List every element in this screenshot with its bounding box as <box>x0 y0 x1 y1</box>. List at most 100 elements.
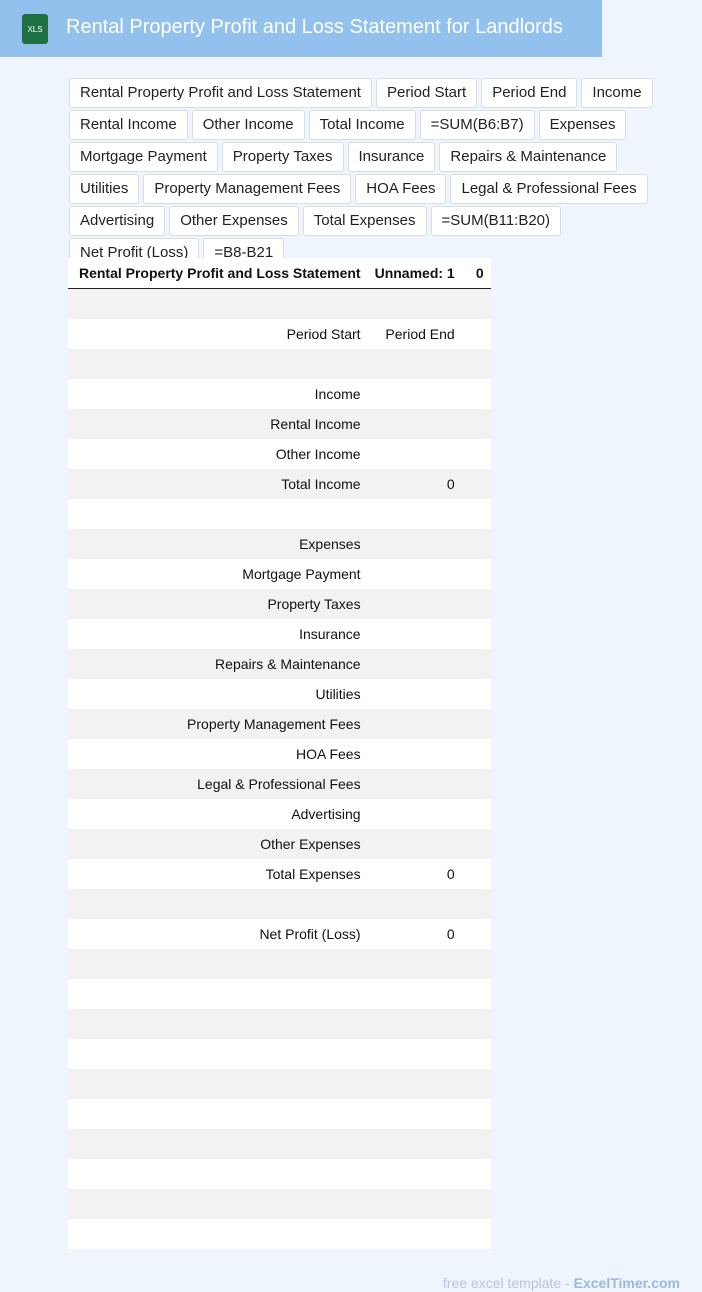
tag-chip[interactable]: Rental Income <box>69 110 188 140</box>
tag-chip[interactable]: Repairs & Maintenance <box>439 142 618 172</box>
tag-chip[interactable]: Total Income <box>308 110 416 140</box>
table-cell <box>461 649 491 679</box>
header-row: Rental Property Profit and Loss Statemen… <box>68 258 491 289</box>
table-row: 3Income <box>68 379 491 409</box>
table-cell <box>368 499 462 529</box>
table-cell: Other Expenses <box>68 829 368 859</box>
table-cell <box>461 709 491 739</box>
table-cell <box>461 349 491 379</box>
table-cell: Advertising <box>291 806 361 822</box>
table-cell <box>462 1159 491 1189</box>
table-cell: Mortgage Payment <box>242 566 361 582</box>
table-cell: Legal & Professional Fees <box>68 769 368 799</box>
tag-chip[interactable]: Other Income <box>191 110 305 140</box>
table-row: 10Property Taxes <box>68 589 491 619</box>
tag-chip[interactable]: Income <box>581 78 653 108</box>
table-cell <box>461 829 491 859</box>
table-row: 13Utilities <box>68 679 491 709</box>
table-cell <box>367 1189 462 1219</box>
table-cell: Insurance <box>299 626 361 642</box>
table-cell <box>462 319 491 349</box>
tag-chip[interactable]: Rental Property Profit and Loss Statemen… <box>69 78 372 108</box>
tag-chip[interactable]: Insurance <box>347 142 436 172</box>
tag-chip[interactable]: Utilities <box>69 174 140 204</box>
table-cell <box>68 1039 368 1069</box>
tag-chip[interactable]: Property Management Fees <box>143 174 352 204</box>
table-row: 22 <box>68 949 491 979</box>
table-cell <box>461 529 491 559</box>
table-cell: Total Expenses <box>265 866 361 882</box>
tag-chip[interactable]: =SUM(B11:B20) <box>430 206 562 236</box>
table-cell <box>68 1219 368 1249</box>
table-cell <box>368 1159 462 1189</box>
table-cell <box>462 1039 491 1069</box>
tag-chip[interactable]: Total Expenses <box>302 206 427 236</box>
tag-chip[interactable]: HOA Fees <box>355 174 447 204</box>
table-cell <box>68 1099 368 1129</box>
tag-chip[interactable]: Property Taxes <box>221 142 344 172</box>
table-cell <box>461 288 491 319</box>
tag-list: Rental Property Profit and Loss Statemen… <box>69 78 689 268</box>
table-row: 29 <box>68 1159 491 1189</box>
table-cell: Other Income <box>275 446 361 462</box>
table-cell <box>462 679 491 709</box>
table-cell <box>368 979 462 1009</box>
tag-chip[interactable]: Expenses <box>538 110 627 140</box>
table-cell <box>462 1099 491 1129</box>
table-cell <box>462 979 491 1009</box>
footer-link[interactable]: ExcelTimer.com <box>573 1275 680 1291</box>
table-cell: Expenses <box>68 529 368 559</box>
table-row: 5Other Income <box>68 439 491 469</box>
table-cell <box>68 288 368 319</box>
tag-chip[interactable]: Period Start <box>375 78 478 108</box>
table-cell <box>462 739 491 769</box>
tag-chip[interactable]: Other Expenses <box>169 206 299 236</box>
table-cell: Repairs & Maintenance <box>68 649 368 679</box>
table-cell <box>461 1009 491 1039</box>
table-cell <box>68 1189 368 1219</box>
table-cell <box>462 619 491 649</box>
table-row: 12Repairs & Maintenance <box>68 649 491 679</box>
column-header: 0 <box>461 258 491 289</box>
table-cell <box>462 919 491 949</box>
tag-chip[interactable]: Mortgage Payment <box>69 142 218 172</box>
tag-chip[interactable]: =SUM(B6:B7) <box>419 110 535 140</box>
file-icon: XLS <box>22 14 48 44</box>
table-row: 7 <box>68 499 491 529</box>
table-cell: 0 <box>446 866 455 882</box>
table-cell <box>461 889 491 919</box>
table-cell <box>367 529 462 559</box>
table-cell <box>368 1039 462 1069</box>
table-cell <box>68 1159 368 1189</box>
table-cell <box>68 349 368 379</box>
header-bar: XLS Rental Property Profit and Loss Stat… <box>0 0 602 57</box>
table-cell <box>68 1009 368 1039</box>
table-row: 8Expenses <box>68 529 491 559</box>
table-cell <box>68 949 368 979</box>
tag-chip[interactable]: Advertising <box>69 206 166 236</box>
table-cell <box>367 829 462 859</box>
table-cell <box>367 1009 462 1039</box>
column-header: Rental Property Profit and Loss Statemen… <box>68 258 368 289</box>
table-cell: Period Start <box>286 326 361 342</box>
table-cell <box>68 1069 368 1099</box>
table-row: 2 <box>68 349 491 379</box>
table-cell <box>461 589 491 619</box>
table-cell: 0 <box>446 926 455 942</box>
tag-chip[interactable]: Period End <box>481 78 578 108</box>
table-row: 15HOA Fees <box>68 739 491 769</box>
tag-chip[interactable]: Legal & Professional Fees <box>450 174 648 204</box>
table-cell <box>462 499 491 529</box>
table-cell <box>367 709 462 739</box>
table-cell: Income <box>314 386 361 402</box>
table-cell: Rental Income <box>68 409 368 439</box>
table-cell <box>367 949 462 979</box>
table-row: 16Legal & Professional Fees <box>68 769 491 799</box>
table-row: 20 <box>68 889 491 919</box>
column-header: Unnamed: 1 <box>367 258 462 289</box>
